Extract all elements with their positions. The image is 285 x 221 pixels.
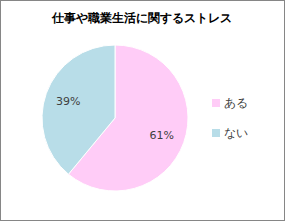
- legend-swatch: [212, 129, 220, 137]
- data-labels: 61% 39%: [56, 95, 174, 142]
- legend-swatch: [212, 99, 220, 107]
- pie-slices: [42, 45, 188, 191]
- legend-label: ない: [224, 126, 248, 140]
- data-label: 39%: [56, 95, 80, 108]
- chart-title: 仕事や職業生活に関するストレス: [51, 11, 232, 25]
- pie-slice: [42, 45, 115, 174]
- legend-label: ある: [224, 96, 248, 110]
- legend: あるない: [212, 96, 248, 140]
- data-label: 61%: [149, 129, 173, 142]
- chart-frame: [1, 1, 285, 221]
